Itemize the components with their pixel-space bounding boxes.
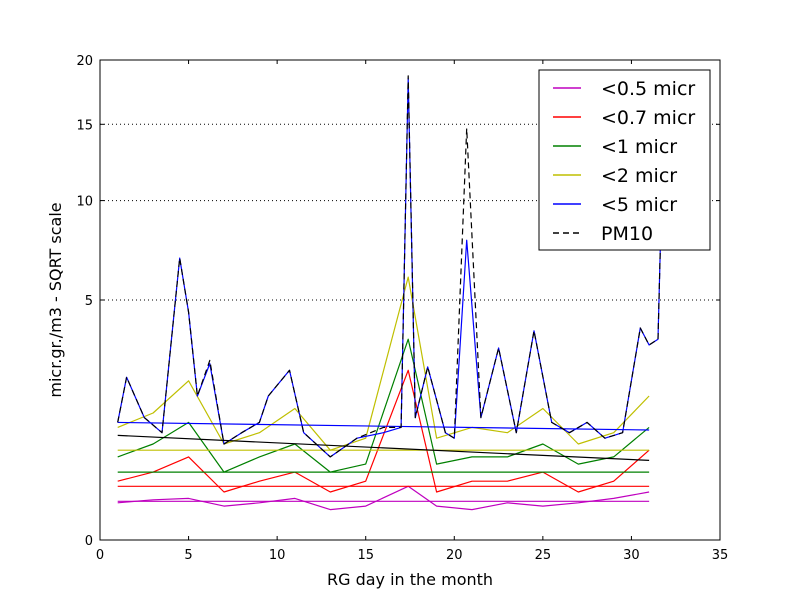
x-tick-label: 35	[712, 548, 729, 563]
legend: <0.5 micr <0.7 micr <1 micr <2 micr <5 micr P…	[538, 69, 711, 251]
x-tick-label: 30	[623, 548, 640, 563]
series-line-5	[117, 75, 663, 458]
x-tick-label: 25	[535, 548, 552, 563]
series-line-0	[117, 485, 650, 511]
legend-box	[538, 69, 711, 251]
legend-label-3: <2 micr	[601, 165, 677, 187]
y-tick-label: 15	[76, 118, 93, 133]
x-tick-label: 0	[96, 548, 104, 563]
y-tick-label: 20	[76, 54, 93, 69]
x-tick-label: 10	[269, 548, 286, 563]
x-axis-label: RG day in the month	[327, 570, 493, 589]
x-tick-label: 20	[446, 548, 463, 563]
series-layer	[117, 75, 663, 511]
series-line-2	[117, 338, 650, 473]
legend-label-1: <0.7 micr	[601, 107, 695, 129]
series-line-3	[117, 276, 650, 451]
legend-label-0: <0.5 micr	[601, 78, 695, 100]
x-tick-label: 15	[357, 548, 374, 563]
series-trend-5	[117, 434, 650, 462]
legend-label-2: <1 micr	[601, 136, 677, 158]
y-tick-label: 0	[85, 534, 93, 549]
legend-label-5: PM10	[601, 223, 653, 245]
y-tick-label: 5	[85, 294, 93, 309]
legend-label-4: <5 micr	[601, 194, 677, 216]
x-tick-label: 5	[184, 548, 192, 563]
tick-layer: 0 5 10 15 20 0 5 10 15 20 25 30 35	[76, 54, 728, 563]
y-axis-label: micr.gr./m3 - SQRT scale	[46, 202, 65, 397]
series-trend-4	[117, 421, 650, 431]
y-tick-label: 10	[76, 195, 93, 210]
